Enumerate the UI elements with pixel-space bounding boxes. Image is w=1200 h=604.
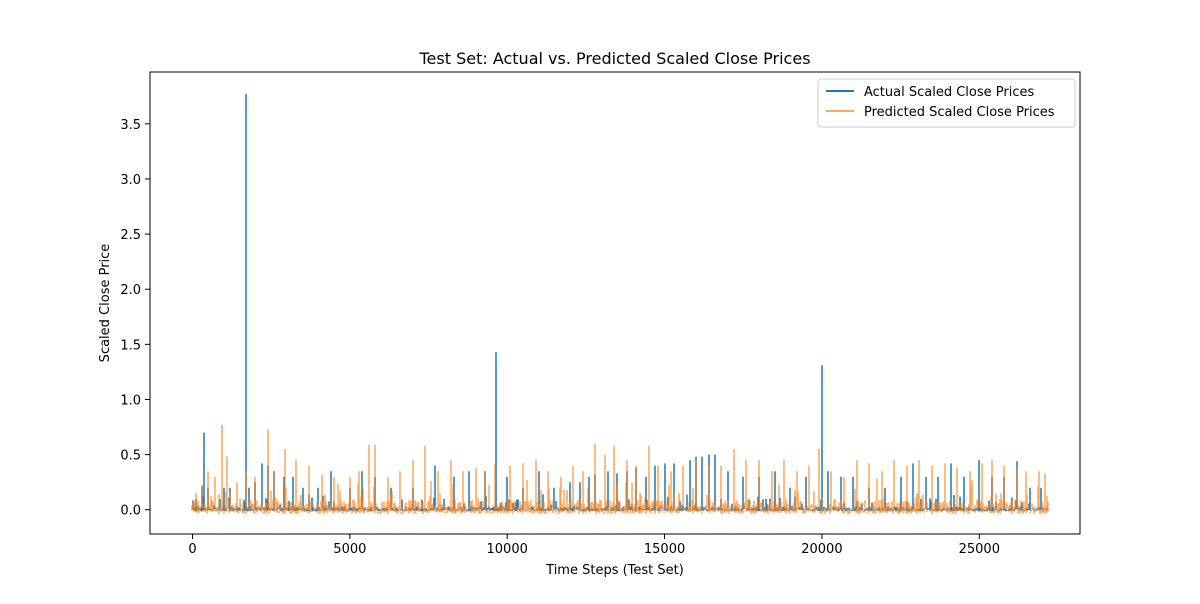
- series-line-predicted: [191, 424, 1050, 515]
- y-tick-label: 3.0: [120, 173, 141, 188]
- y-tick-label: 1.5: [120, 338, 141, 353]
- y-tick-label: 0.0: [120, 504, 141, 519]
- legend-box: [817, 78, 1076, 128]
- legend: Actual Scaled Close Prices Predicted Sca…: [817, 78, 1076, 128]
- x-tick-label: 20000: [801, 542, 842, 557]
- y-tick-label: 2.5: [120, 228, 141, 243]
- series-line-actual: [192, 94, 1050, 512]
- x-axis-label: Time Steps (Test Set): [545, 563, 684, 578]
- legend-label-predicted: Predicted Scaled Close Prices: [864, 105, 1055, 120]
- y-tick-label: 0.5: [120, 449, 141, 464]
- y-tick-label: 1.0: [120, 393, 141, 408]
- x-tick-label: 25000: [959, 542, 1000, 557]
- legend-label-actual: Actual Scaled Close Prices: [864, 85, 1034, 100]
- chart-title: Test Set: Actual vs. Predicted Scaled Cl…: [418, 49, 810, 68]
- plot-frame: [149, 71, 1081, 535]
- x-axis: 0 5000 10000 15000 20000 25000: [188, 534, 1000, 557]
- y-axis: 0.0 0.5 1.0 1.5 2.0 2.5 3.0 3.5: [120, 118, 150, 519]
- x-tick-label: 15000: [644, 542, 685, 557]
- x-tick-label: 0: [188, 542, 196, 557]
- x-tick-label: 10000: [487, 542, 528, 557]
- y-axis-label: Scaled Close Price: [98, 244, 113, 363]
- plot-area: [191, 94, 1050, 515]
- x-tick-label: 5000: [333, 542, 366, 557]
- y-tick-label: 3.5: [120, 118, 141, 133]
- y-tick-label: 2.0: [120, 283, 141, 298]
